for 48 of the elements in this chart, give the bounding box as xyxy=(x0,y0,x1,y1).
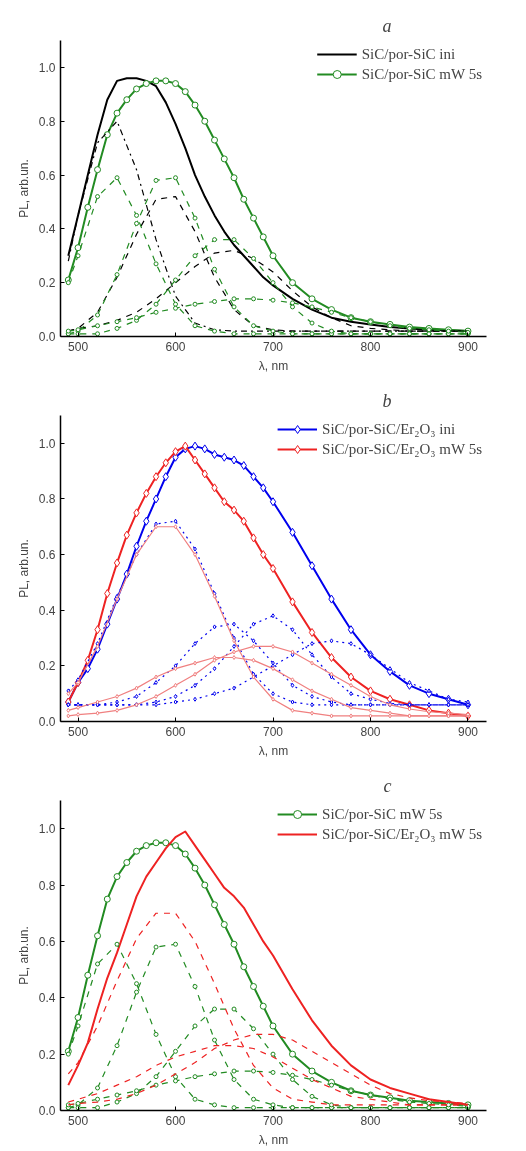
x-tick-label: 600 xyxy=(165,1113,186,1128)
y-tick-label: 0.8 xyxy=(38,878,56,893)
y-tick-label: 0.2 xyxy=(38,1047,56,1062)
y-tick-label: 1.0 xyxy=(38,822,56,837)
x-tick-label: 800 xyxy=(360,724,381,739)
x-tick-label: 600 xyxy=(165,339,186,354)
x-tick-label: 500 xyxy=(68,724,89,739)
y-tick-label: 0.2 xyxy=(38,659,56,674)
y-axis-title: PL, arb.un. xyxy=(16,539,31,598)
x-tick-label: 900 xyxy=(457,1113,479,1128)
y-tick-label: 1.0 xyxy=(38,60,56,75)
x-axis-title: λ, nm xyxy=(258,358,289,373)
y-tick-label: 0.0 xyxy=(38,1104,56,1118)
x-tick-label: 700 xyxy=(263,724,284,739)
x-tick-label: 500 xyxy=(68,1113,89,1128)
y-tick-label: 0.6 xyxy=(38,168,56,183)
legend-label: SiC/por-SiC/Er₂O₃ mW 5s xyxy=(322,825,482,843)
y-tick-label: 0.0 xyxy=(38,715,56,729)
legend-label: SiC/por-SiC mW 5s xyxy=(322,805,443,823)
y-tick-label: 0.8 xyxy=(38,114,56,129)
y-tick-label: 0.6 xyxy=(38,548,56,563)
x-tick-label: 800 xyxy=(360,1113,381,1128)
y-tick-label: 0.6 xyxy=(38,934,56,949)
chart-title: b xyxy=(382,390,392,411)
chart-title: a xyxy=(382,15,392,36)
y-tick-label: 0.4 xyxy=(38,222,56,237)
x-tick-label: 900 xyxy=(457,724,479,739)
x-tick-label: 700 xyxy=(263,1113,284,1128)
x-tick-label: 900 xyxy=(457,339,479,354)
y-tick-label: 0.4 xyxy=(38,991,56,1006)
x-axis-title: λ, nm xyxy=(258,1132,289,1147)
legend-label: SiC/por-SiC mW 5s xyxy=(361,65,482,83)
x-tick-label: 800 xyxy=(360,339,381,354)
y-axis-title: PL, arb.un. xyxy=(16,926,31,985)
x-tick-label: 500 xyxy=(68,339,89,354)
y-tick-label: 0.8 xyxy=(38,492,56,507)
x-tick-label: 700 xyxy=(263,339,284,354)
legend-label: SiC/por-SiC/Er₂O₃ mW 5s xyxy=(322,440,482,458)
x-axis-title: λ, nm xyxy=(258,743,289,758)
y-tick-label: 0.4 xyxy=(38,603,56,618)
y-tick-label: 0.2 xyxy=(38,276,56,291)
chart-title: c xyxy=(383,775,392,796)
y-tick-label: 0.0 xyxy=(38,330,56,344)
y-axis-title: PL, arb.un. xyxy=(16,159,31,218)
legend-label: SiC/por-SiC/Er₂O₃ ini xyxy=(322,420,456,438)
y-tick-label: 1.0 xyxy=(38,436,56,451)
x-tick-label: 600 xyxy=(165,724,186,739)
legend-label: SiC/por-SiC ini xyxy=(361,45,456,63)
